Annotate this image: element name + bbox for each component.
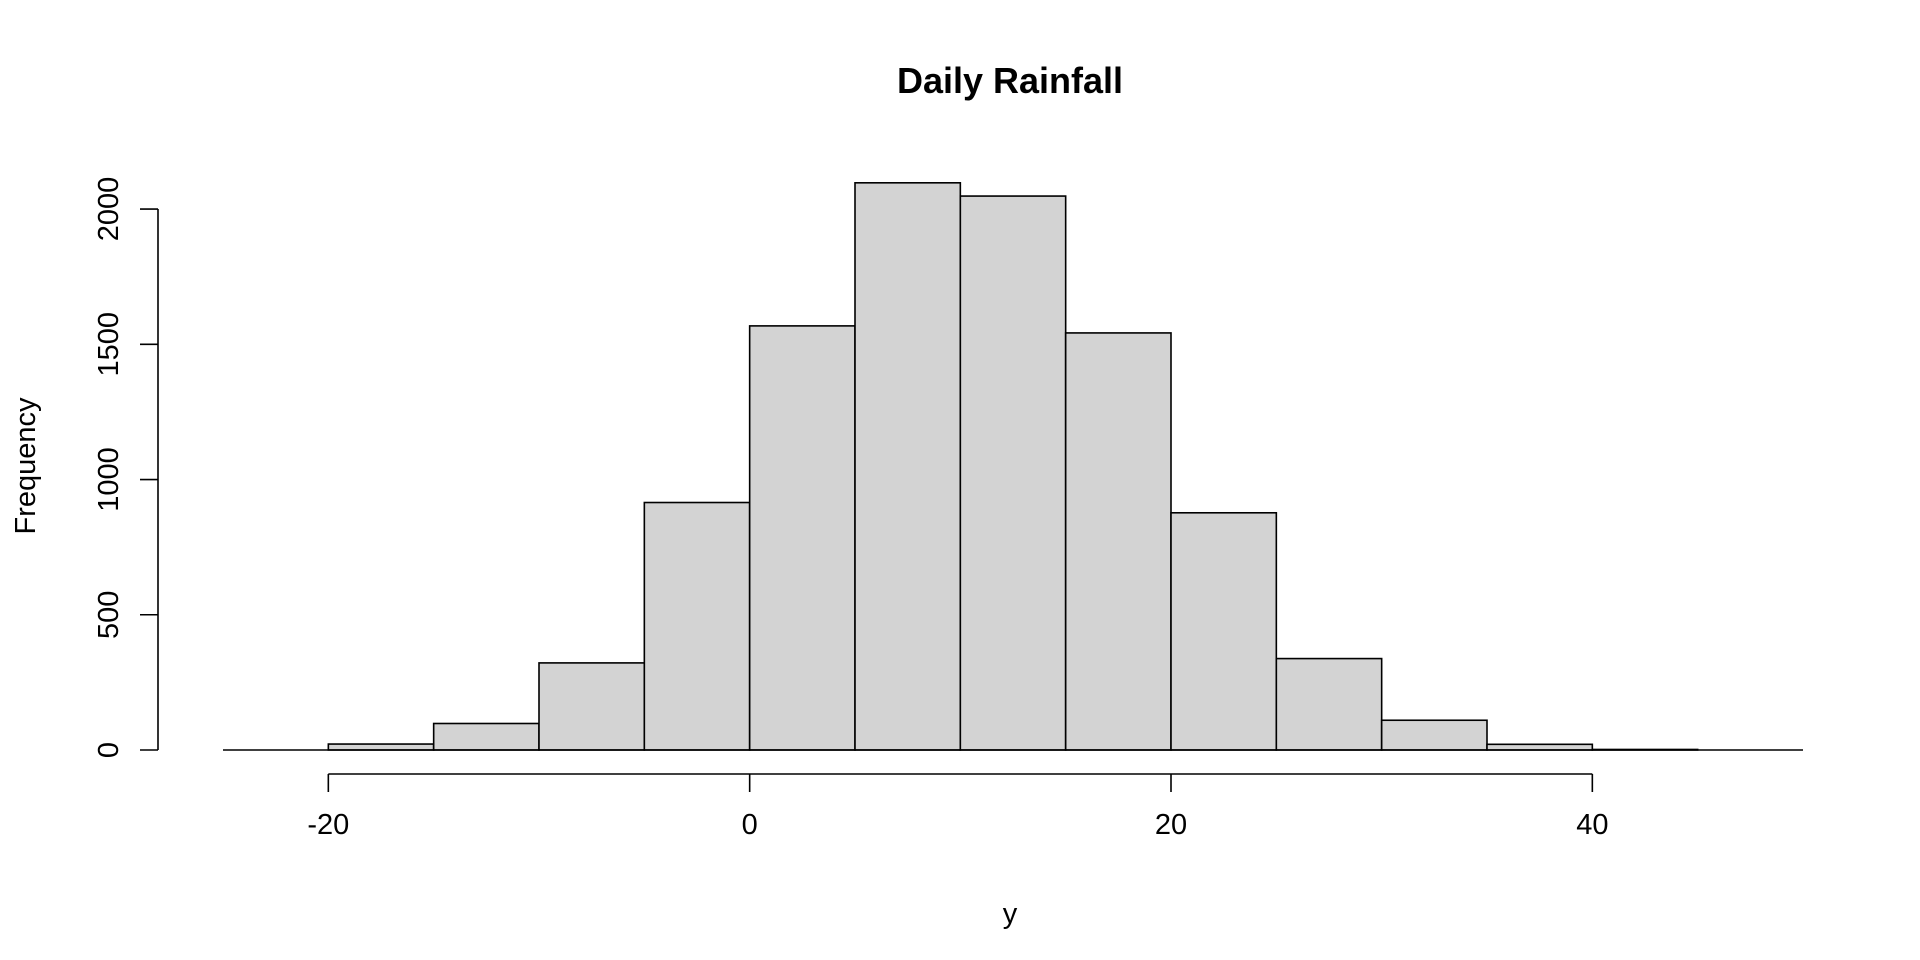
histogram-bars — [223, 182, 1803, 751]
y-tick-label: 0 — [93, 742, 125, 758]
histogram-bar — [538, 662, 646, 751]
histogram-bar — [1275, 657, 1383, 751]
y-tick-label: 1500 — [93, 312, 125, 377]
histogram-bar — [1064, 332, 1172, 751]
y-tick-label: 2000 — [93, 177, 125, 242]
x-tick-label: -20 — [307, 809, 349, 841]
histogram-bar — [1486, 743, 1594, 751]
histogram-bar — [1380, 719, 1488, 751]
y-axis: 0 500 1000 1500 2000 — [93, 177, 159, 758]
histogram-bar — [1170, 511, 1278, 751]
x-tick-label: 40 — [1576, 809, 1608, 841]
histogram-bar — [748, 325, 856, 751]
histogram-bar — [959, 195, 1067, 751]
y-tick-label: 500 — [93, 591, 125, 639]
histogram-bar — [432, 722, 540, 751]
y-axis-label: Frequency — [10, 397, 42, 535]
y-tick-label: 1000 — [93, 447, 125, 512]
chart-title: Daily Rainfall — [897, 60, 1123, 101]
histogram-bar — [643, 501, 751, 751]
x-axis: -20 0 20 40 — [307, 773, 1608, 841]
x-tick-label: 0 — [742, 809, 758, 841]
histogram-bar — [327, 743, 435, 751]
x-axis-label: y — [1003, 898, 1018, 930]
x-tick-label: 20 — [1155, 809, 1187, 841]
histogram-bar — [854, 182, 962, 751]
